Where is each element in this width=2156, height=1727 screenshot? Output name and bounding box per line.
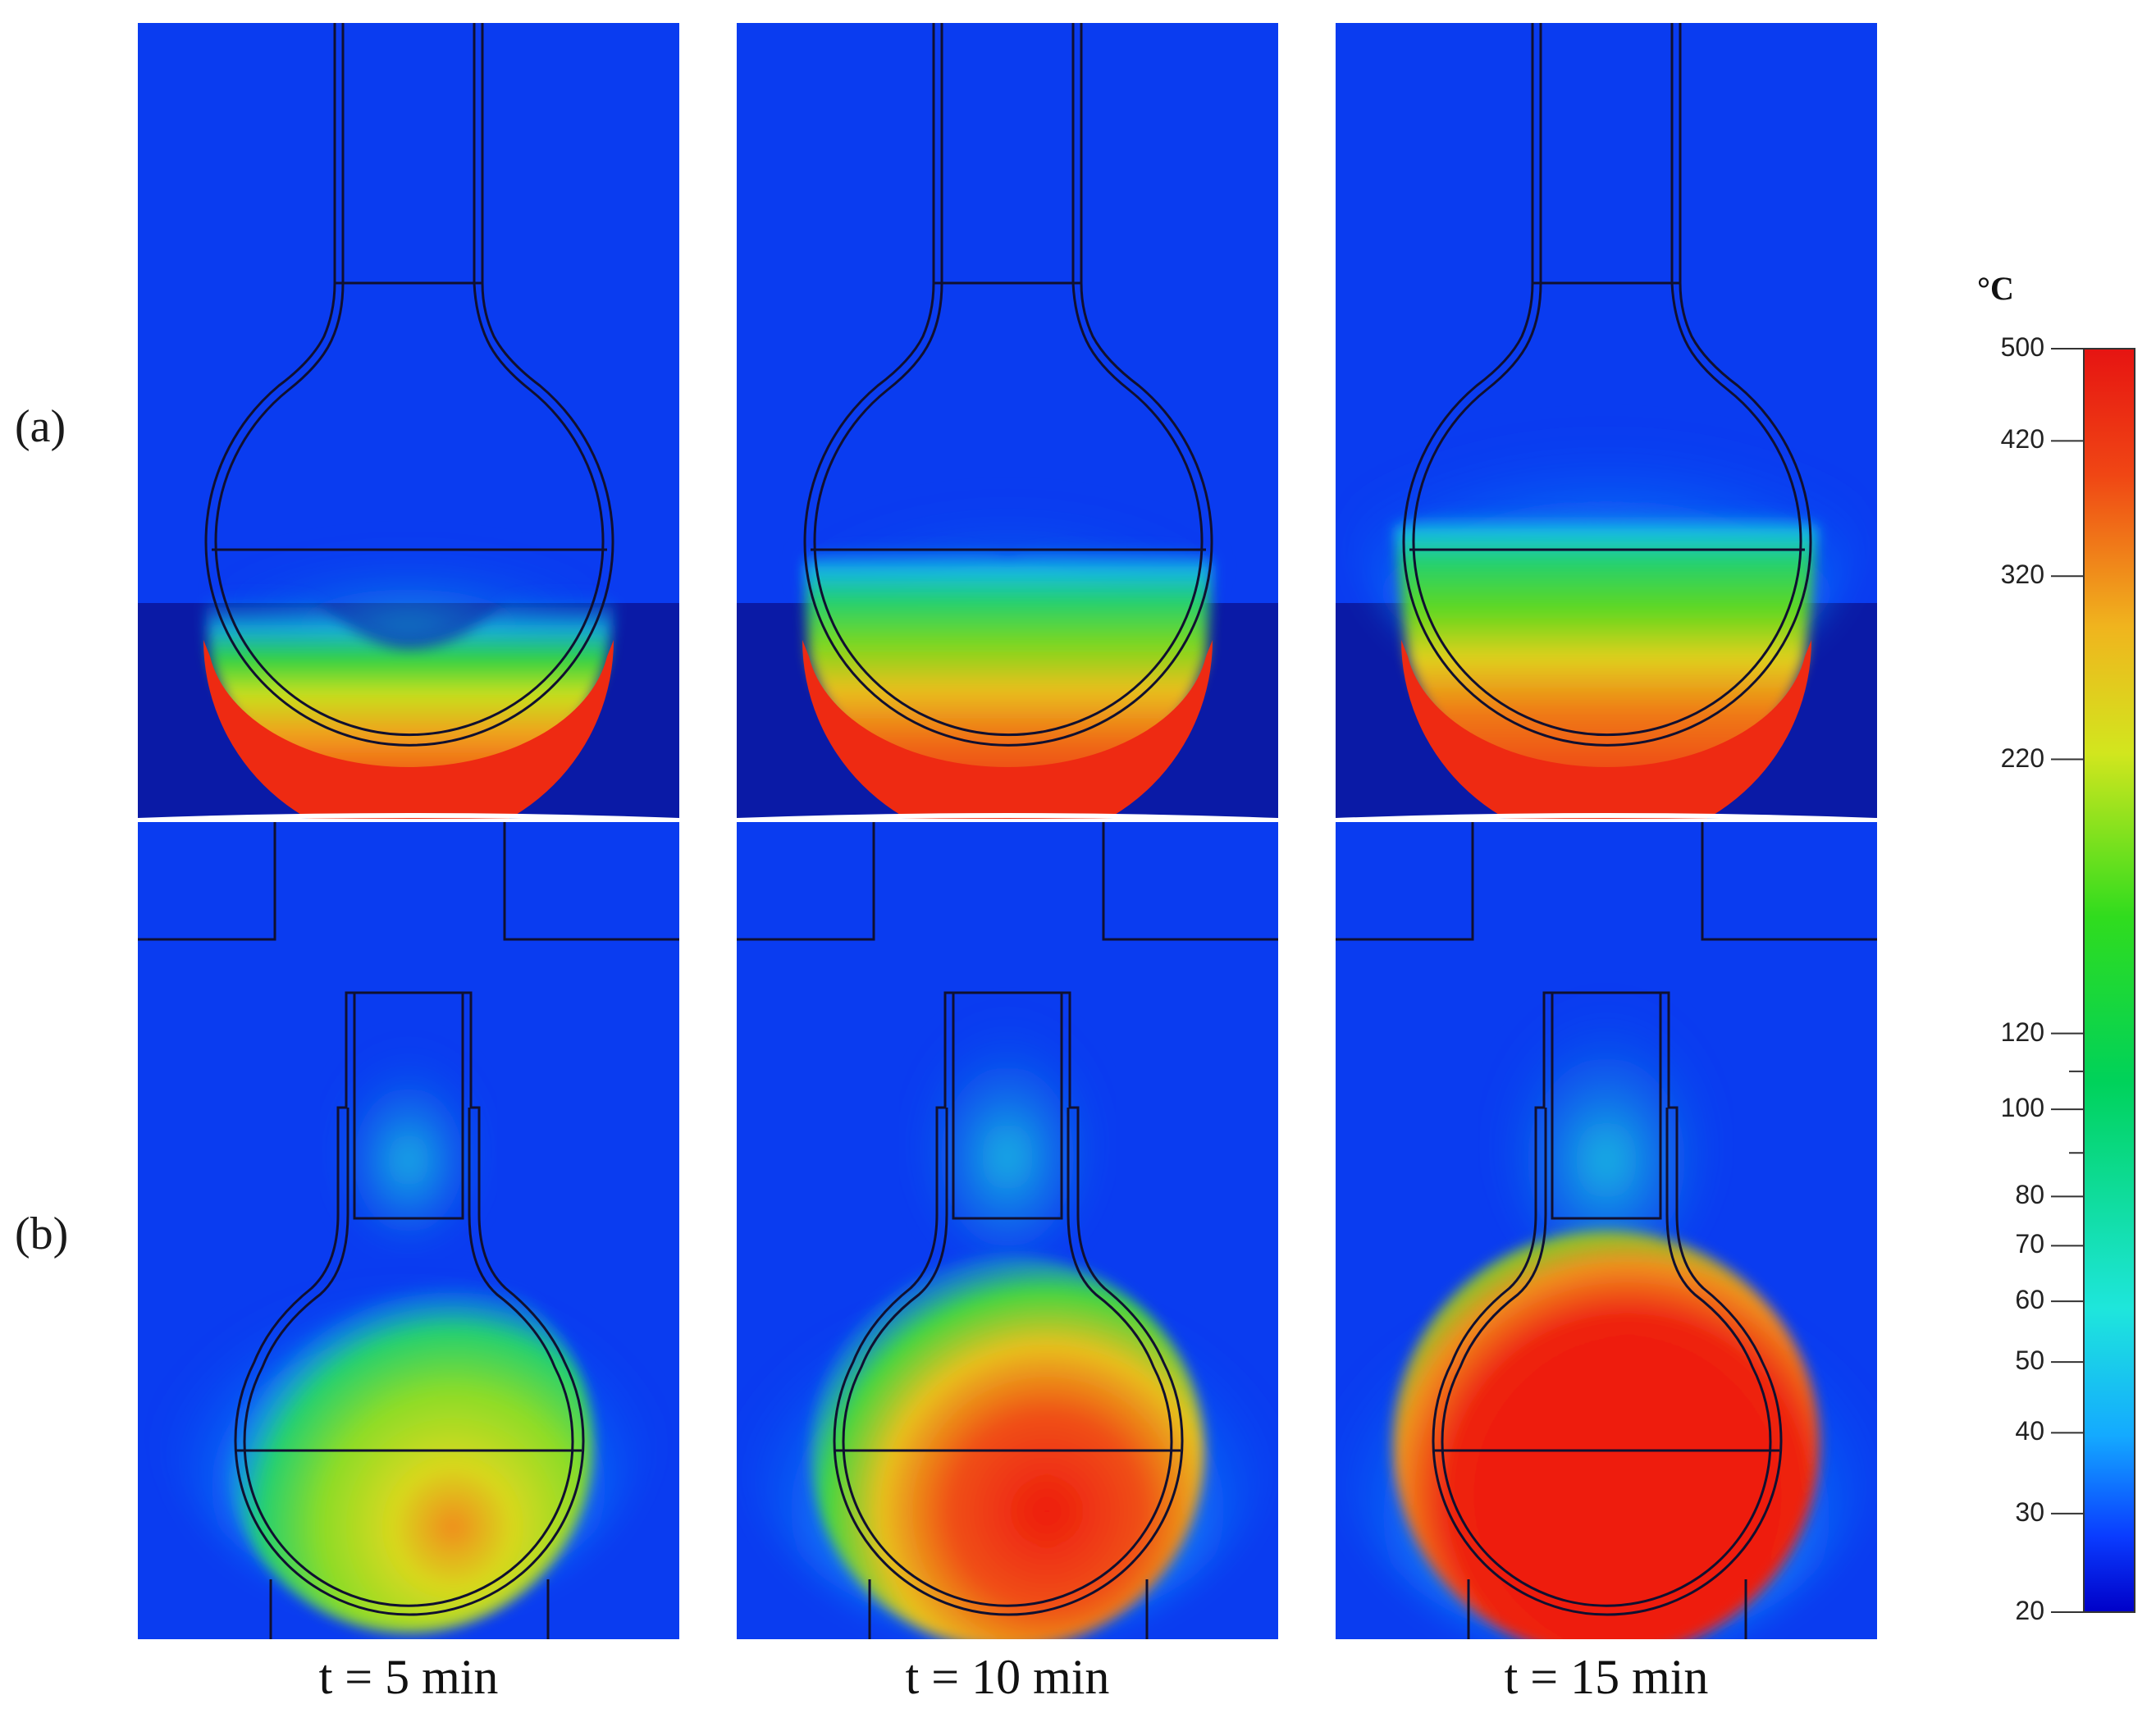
colorbar-tick-label-70: 70 — [2015, 1229, 2044, 1259]
panel-b-5min — [138, 822, 679, 1639]
colorbar-tick-marks — [2051, 348, 2084, 1613]
colorbar-tick-label-420: 420 — [2000, 424, 2044, 455]
panel-a-10min — [737, 23, 1278, 819]
colorbar-tick-label-50: 50 — [2015, 1346, 2044, 1376]
colorbar-tick-label-320: 320 — [2000, 560, 2044, 590]
panel-a-5min — [138, 23, 679, 819]
panel-a-15min — [1336, 23, 1877, 819]
row-label-a: (a) — [15, 401, 66, 452]
colorbar-tick-label-30: 30 — [2015, 1496, 2044, 1527]
colorbar-tick-label-120: 120 — [2000, 1017, 2044, 1047]
colorbar-tick-label-500: 500 — [2000, 332, 2044, 362]
colorbar-unit: °C — [1977, 270, 2014, 307]
time-label-5min: t = 5 min — [318, 1650, 499, 1704]
colorbar-tick-label-100: 100 — [2000, 1093, 2044, 1123]
colorbar-tick-label-80: 80 — [2015, 1180, 2044, 1210]
panel-b-10min — [737, 822, 1278, 1639]
row-label-b: (b) — [15, 1208, 69, 1259]
panel-b-15min — [1336, 822, 1877, 1639]
colorbar-tick-label-60: 60 — [2015, 1285, 2044, 1315]
colorbar-tick-label-220: 220 — [2000, 742, 2044, 773]
colorbar — [2083, 348, 2135, 1613]
time-label-15min: t = 15 min — [1504, 1650, 1709, 1704]
colorbar-tick-label-20: 20 — [2015, 1596, 2044, 1625]
colorbar-tick-label-40: 40 — [2015, 1416, 2044, 1446]
time-label-10min: t = 10 min — [905, 1650, 1110, 1704]
